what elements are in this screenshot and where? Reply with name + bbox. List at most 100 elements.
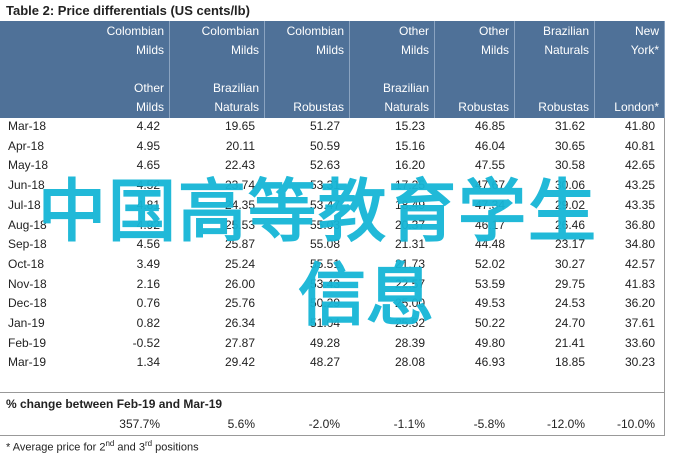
cell: 18.85: [554, 355, 585, 370]
table-title: Table 2: Price differentials (US cents/l…: [6, 3, 250, 18]
cell: 15.16: [394, 138, 425, 153]
cell: 50.22: [474, 316, 505, 330]
header-divider: [349, 21, 350, 118]
cell: 55.51: [309, 256, 340, 271]
column-header: Milds: [135, 43, 164, 57]
header-divider: [169, 21, 170, 118]
column-header: Naturals: [544, 43, 589, 57]
cell: 30.58: [554, 158, 585, 173]
cell: 55.08: [309, 237, 340, 252]
row-label: Jan-19: [8, 316, 45, 330]
cell: 21.41: [554, 335, 585, 350]
change-cell: 5.6%: [227, 417, 255, 431]
cell: 34.80: [624, 237, 655, 252]
cell: 20.37: [394, 217, 425, 232]
cell: 41.83: [624, 276, 655, 291]
cell: 15.23: [394, 119, 425, 133]
footnote-part: and 3: [114, 441, 145, 454]
cell: 52.02: [474, 256, 505, 271]
cell: 17.25: [394, 178, 425, 193]
cell: 29.75: [554, 276, 585, 291]
header-divider: [594, 21, 595, 118]
column-header: Colombian: [106, 24, 164, 38]
cell: 25.87: [224, 237, 255, 252]
cell: 49.28: [309, 335, 340, 350]
row-label: Dec-18: [8, 296, 47, 311]
cell: 20.11: [225, 138, 255, 153]
cell: 44.48: [474, 237, 505, 252]
column-header: Colombian: [201, 24, 259, 38]
row-label: Jul-18: [8, 197, 41, 212]
cell: 42.57: [624, 256, 655, 271]
column-header: Milds: [315, 43, 344, 57]
footnote-part: rd: [144, 439, 153, 448]
change-cell: -12.0%: [546, 417, 585, 431]
cell: 46.17: [474, 217, 505, 232]
column-header: Other: [133, 81, 164, 95]
cell: 16.20: [394, 158, 425, 173]
cell: 52.63: [309, 158, 340, 173]
column-header: Colombian: [286, 24, 344, 38]
cell: 4.92: [136, 217, 160, 232]
column-header: Brazilian: [212, 81, 259, 95]
column-header: Brazilian: [542, 24, 589, 38]
cell: 37.61: [624, 316, 655, 330]
cell: 50.29: [309, 296, 340, 311]
cell: 0.76: [136, 296, 160, 311]
column-header: Robustas: [293, 100, 344, 114]
cell: 25.76: [224, 296, 255, 311]
column-header: York*: [630, 43, 659, 57]
cell: 33.60: [624, 335, 655, 350]
cell: 47.55: [474, 158, 505, 173]
row-label: Mar-19: [8, 355, 47, 370]
cell: 36.80: [624, 217, 655, 232]
column-header: Other: [478, 24, 509, 38]
cell: 4.81: [136, 197, 160, 212]
cell: 53.43: [309, 276, 340, 291]
cell: 23.74: [224, 178, 255, 193]
cell: 31.62: [554, 119, 585, 133]
column-header: Milds: [400, 43, 429, 57]
row-label: Sep-18: [8, 237, 47, 252]
cell: 26.34: [224, 316, 255, 330]
column-header: London*: [614, 100, 659, 114]
column-header: Naturals: [384, 100, 429, 114]
cell: 26.46: [554, 217, 585, 232]
cell: 53.59: [474, 276, 505, 291]
change-cell: -1.1%: [393, 417, 425, 431]
cell: 24.35: [224, 197, 255, 212]
cell: 21.73: [394, 256, 425, 271]
footnote-part: positions: [152, 441, 199, 454]
cell: 53.47: [309, 197, 340, 212]
cell: 0.82: [136, 316, 160, 330]
cell: 53.31: [309, 178, 340, 193]
cell: 40.81: [624, 138, 655, 153]
column-header: Robustas: [538, 100, 589, 114]
cell: 47.34: [474, 197, 505, 212]
cell: 18.49: [394, 197, 425, 212]
header-divider: [264, 21, 265, 118]
footnote-part: nd: [105, 439, 115, 448]
row-label: Jun-18: [8, 178, 45, 193]
cell: 30.06: [554, 178, 585, 193]
cell: 3.49: [136, 256, 160, 271]
cell: 28.39: [394, 335, 425, 350]
row-label: Apr-18: [8, 138, 45, 153]
cell: 25.52: [394, 316, 425, 330]
header-divider: [664, 21, 665, 118]
change-cell: -2.0%: [308, 417, 340, 431]
cell: 24.53: [554, 296, 585, 311]
row-label: Aug-18: [8, 217, 47, 232]
column-header: Milds: [230, 43, 259, 57]
cell: 29.02: [554, 197, 585, 212]
cell: 48.27: [309, 355, 340, 370]
column-header: Milds: [135, 100, 164, 114]
cell: 25.24: [224, 256, 255, 271]
cell: 4.56: [136, 237, 160, 252]
header-divider: [434, 21, 435, 118]
cell: 4.42: [136, 119, 160, 133]
column-header: Milds: [480, 43, 509, 57]
cell: 30.23: [624, 355, 655, 370]
column-header: New: [634, 24, 659, 38]
cell: -0.52: [132, 335, 160, 350]
